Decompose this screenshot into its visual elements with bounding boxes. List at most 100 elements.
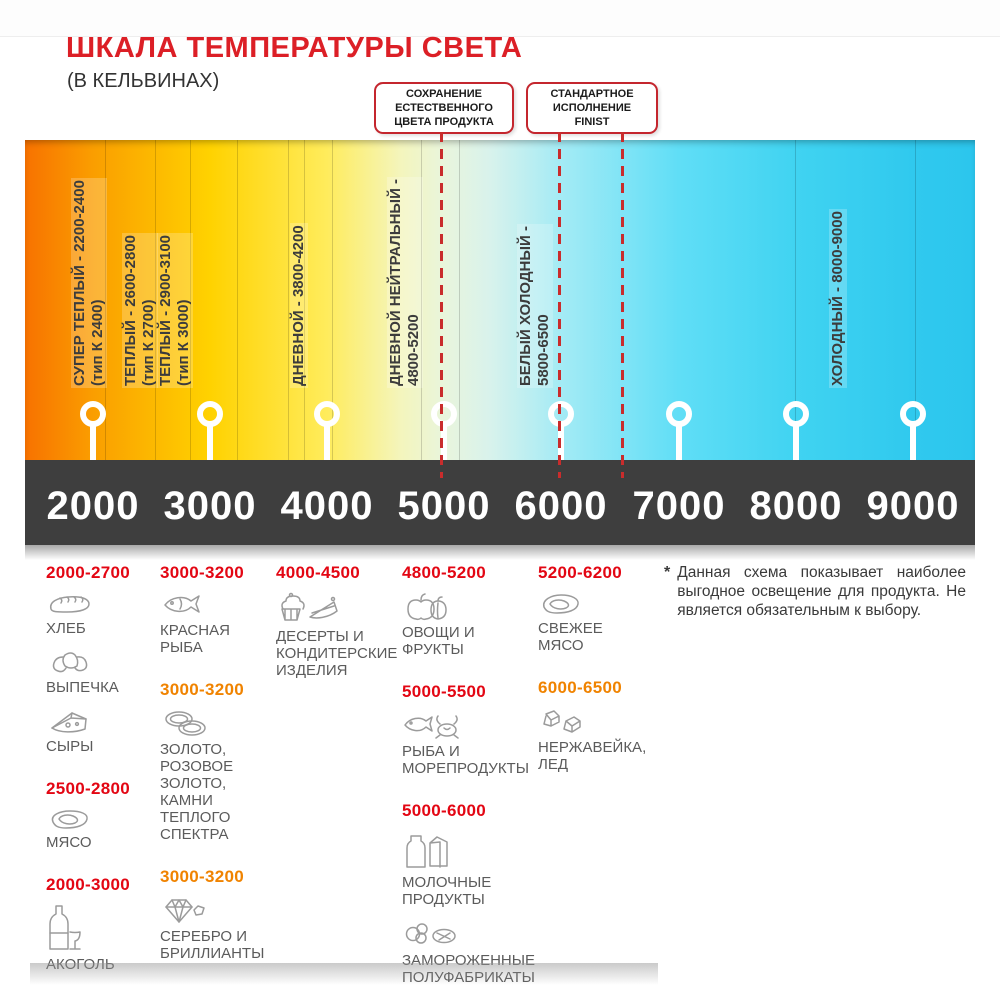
temperature-gradient-bar: СУПЕР ТЕПЛЫЙ - 2200-2400 (тип К 2400) ТЕП… [25, 140, 975, 480]
product-column-3: 4000-4500 ДЕСЕРТЫ И КОНДИТЕРСКИЕ ИЗДЕЛИЯ [276, 563, 408, 703]
scale-pin-stem [910, 424, 916, 480]
product-label: ВЫПЕЧКА [46, 679, 119, 696]
ice-icon [538, 706, 666, 736]
segment-label-warm-2700: ТЕПЛЫЙ - 2600-2800 (тип К 2700) [122, 232, 158, 388]
product-group: 4800-5200 ОВОЩИ И ФРУКТЫ [402, 563, 577, 658]
segment-label-cold: ХОЛОДНЫЙ - 8000-9000 [829, 209, 847, 388]
segment-label-cool-white: БЕЛЫЙ ХОЛОДНЫЙ -5800-6500 [517, 224, 553, 388]
product-item: ВЫПЕЧКА [46, 648, 158, 696]
gradient-divider [304, 140, 305, 460]
tick-6000: 6000 [514, 484, 608, 528]
tick-3000: 3000 [163, 484, 257, 528]
gradient-divider [237, 140, 238, 460]
product-label: КРАСНАЯ РЫБА [160, 622, 230, 656]
product-item: СЕРЕБРО И БРИЛЛИАНТЫ [160, 895, 282, 962]
gradient-divider [332, 140, 333, 460]
marker-line-finist-right [621, 132, 624, 478]
product-item: МОЛОЧНЫЕ ПРОДУКТЫ [402, 829, 577, 908]
gradient-divider [795, 140, 796, 460]
cheese-icon [46, 707, 158, 735]
marker-line-finist-left [558, 132, 561, 478]
product-label: СЕРЕБРО И БРИЛЛИАНТЫ [160, 928, 265, 962]
range-label: 2000-3000 [46, 875, 130, 894]
scale-pin-stem [90, 424, 96, 480]
croissant-icon [46, 648, 158, 676]
diamond-icon [160, 895, 282, 925]
range-label: 5200-6200 [538, 563, 622, 582]
product-label: ДЕСЕРТЫ И КОНДИТЕРСКИЕ ИЗДЕЛИЯ [276, 628, 398, 679]
scale-pin-stem [558, 424, 564, 480]
product-item: РЫБА И МОРЕПРОДУКТЫ [402, 710, 577, 777]
tick-4000: 4000 [280, 484, 374, 528]
range-label: 5000-6000 [402, 801, 486, 820]
range-label: 4000-4500 [276, 563, 360, 582]
dessert-icon [276, 591, 408, 625]
gradient-divider [421, 140, 422, 460]
scale-pin-stem [207, 424, 213, 480]
footnote: * Данная схема показывает наиболее выгод… [664, 564, 966, 621]
product-label: РЫБА И МОРЕПРОДУКТЫ [402, 743, 530, 777]
product-label: ОВОЩИ И ФРУКТЫ [402, 624, 475, 658]
footnote-text: Данная схема показывает наиболее выгодно… [677, 564, 966, 619]
product-item: МЯСО [46, 807, 158, 851]
product-label: МОЛОЧНЫЕ ПРОДУКТЫ [402, 874, 492, 908]
scale-pin-stem [676, 424, 682, 480]
segment-label-super-warm: СУПЕР ТЕПЛЫЙ - 2200-2400 (тип К 2400) [71, 178, 107, 388]
tick-2000: 2000 [46, 484, 140, 528]
gradient-divider [190, 140, 191, 460]
kelvin-scale-bar: 2000 3000 4000 5000 6000 7000 8000 9000 [25, 460, 975, 545]
product-group: 5200-6200 СВЕЖЕЕ МЯСО [538, 563, 666, 654]
range-label: 5000-5500 [402, 682, 486, 701]
product-label: ХЛЕБ [46, 620, 86, 637]
range-label: 3000-3200 [160, 563, 244, 582]
alcohol-icon [46, 903, 158, 953]
top-band [0, 0, 1000, 37]
product-item: ХЛЕБ [46, 591, 158, 637]
range-label: 2000-2700 [46, 563, 130, 582]
dairy-icon [402, 829, 577, 871]
product-group: 5000-6000 МОЛОЧНЫЕ ПРОДУКТЫ ЗАМОРОЖЕННЫЕ… [402, 801, 577, 986]
product-column-5: 5200-6200 СВЕЖЕЕ МЯСО 6000-6500 НЕРЖАВЕЙ… [538, 563, 666, 797]
product-label: ЗОЛОТО, РОЗОВОЕ ЗОЛОТО, КАМНИ ТЕПЛОГО СП… [160, 741, 234, 843]
vegetables-icon [402, 591, 577, 621]
gradient-divider [459, 140, 460, 460]
footnote-marker: * [664, 564, 671, 581]
product-group: 2000-3000 АКОГОЛЬ [46, 875, 158, 973]
product-group: 2000-2700 ХЛЕБ ВЫПЕЧКА СЫРЫ [46, 563, 158, 755]
product-group: 3000-3200 СЕРЕБРО И БРИЛЛИАНТЫ [160, 867, 282, 962]
product-group: 3000-3200 ЗОЛОТО, РОЗОВОЕ ЗОЛОТО, КАМНИ … [160, 680, 282, 843]
gold-rings-icon [160, 708, 282, 738]
product-column-2: 3000-3200 КРАСНАЯ РЫБА 3000-3200 ЗОЛОТО,… [160, 563, 282, 986]
range-label: 4800-5200 [402, 563, 486, 582]
tick-5000: 5000 [397, 484, 491, 528]
tick-7000: 7000 [632, 484, 726, 528]
product-label: СЫРЫ [46, 738, 94, 755]
gradient-divider [915, 140, 916, 460]
fresh-meat-icon [538, 591, 666, 617]
scale-pin-stem [793, 424, 799, 480]
scale-pin-stem [324, 424, 330, 480]
gradient-divider [288, 140, 289, 460]
product-group: 6000-6500 НЕРЖАВЕЙКА, ЛЕД [538, 678, 666, 773]
product-item: КРАСНАЯ РЫБА [160, 591, 282, 656]
frozen-icon [402, 919, 577, 949]
range-label: 2500-2800 [46, 779, 130, 798]
product-item: СВЕЖЕЕ МЯСО [538, 591, 666, 654]
product-label: СВЕЖЕЕ МЯСО [538, 620, 603, 654]
product-item: ЗОЛОТО, РОЗОВОЕ ЗОЛОТО, КАМНИ ТЕПЛОГО СП… [160, 708, 282, 843]
product-group: 5000-5500 РЫБА И МОРЕПРОДУКТЫ [402, 682, 577, 777]
product-column-1: 2000-2700 ХЛЕБ ВЫПЕЧКА СЫРЫ 250 [46, 563, 158, 997]
product-label: НЕРЖАВЕЙКА, ЛЕД [538, 739, 647, 773]
callout-finist-standard: СТАНДАРТНОЕ ИСПОЛНЕНИЕ FINIST [526, 82, 658, 134]
page-subtitle: (В КЕЛЬВИНАХ) [67, 70, 220, 92]
red-fish-icon [160, 591, 282, 619]
tick-8000: 8000 [749, 484, 843, 528]
product-group: 2500-2800 МЯСО [46, 779, 158, 851]
product-label: МЯСО [46, 834, 92, 851]
range-label: 3000-3200 [160, 680, 244, 699]
segment-label-daylight-neutral: ДНЕВНОЙ НЕЙТРАЛЬНЫЙ -4800-5200 [387, 176, 423, 388]
segment-label-daylight: ДНЕВНОЙ - 3800-4200 [290, 223, 308, 388]
page-title: ШКАЛА ТЕМПЕРАТУРЫ СВЕТА [66, 32, 523, 64]
meat-icon [46, 807, 158, 831]
